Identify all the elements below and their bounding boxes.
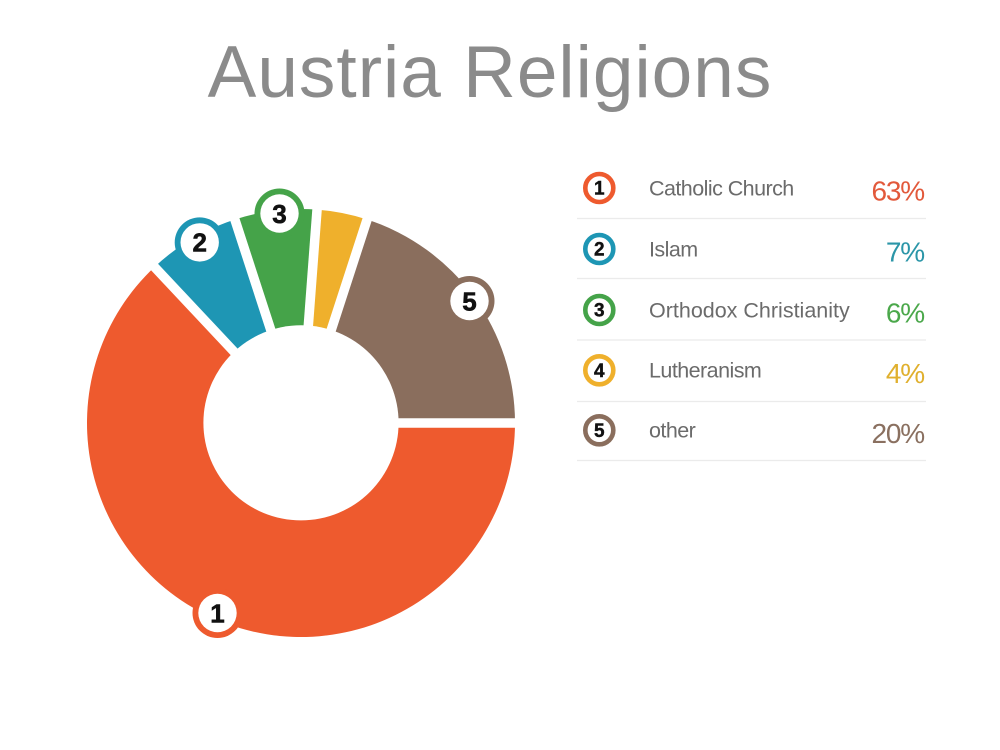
svg-text:5: 5 — [462, 286, 476, 316]
svg-text:Islam: Islam — [649, 237, 698, 261]
svg-text:7%: 7% — [886, 237, 924, 268]
svg-text:4%: 4% — [886, 358, 924, 389]
svg-text:2: 2 — [594, 240, 605, 261]
svg-text:63%: 63% — [872, 176, 925, 207]
svg-text:5: 5 — [594, 421, 605, 442]
svg-text:Lutheranism: Lutheranism — [649, 359, 761, 383]
svg-text:Catholic Church: Catholic Church — [649, 176, 794, 200]
svg-text:Orthodox Christianity: Orthodox Christianity — [649, 298, 850, 322]
svg-text:other: other — [649, 419, 696, 443]
svg-text:1: 1 — [594, 179, 605, 200]
svg-text:2: 2 — [192, 228, 206, 258]
svg-text:6%: 6% — [886, 298, 924, 329]
svg-text:20%: 20% — [872, 418, 925, 449]
svg-text:1: 1 — [210, 598, 224, 628]
svg-text:4: 4 — [594, 361, 605, 382]
svg-text:3: 3 — [272, 199, 286, 229]
svg-text:3: 3 — [594, 301, 605, 322]
svg-text:Austria Religions: Austria Religions — [208, 32, 773, 113]
